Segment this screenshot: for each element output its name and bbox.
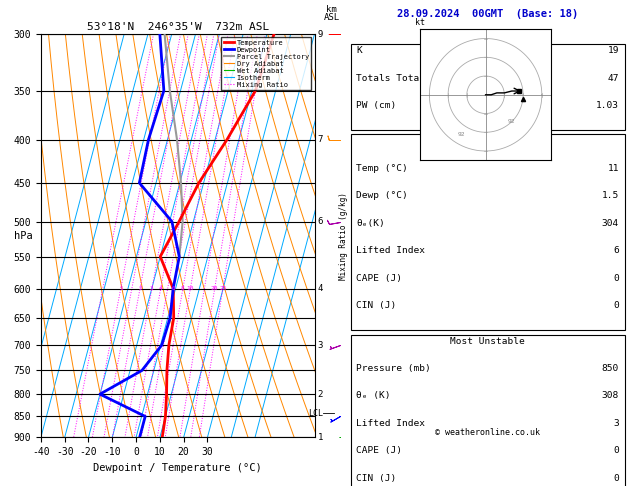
Text: km
ASL: km ASL <box>324 5 340 22</box>
Text: 7: 7 <box>318 135 323 144</box>
Text: Dewp (°C): Dewp (°C) <box>357 191 408 200</box>
Text: CIN (J): CIN (J) <box>357 301 397 310</box>
Text: 850: 850 <box>602 364 619 373</box>
Text: Lifted Index: Lifted Index <box>357 419 425 428</box>
Text: PW (cm): PW (cm) <box>357 101 397 110</box>
Text: CIN (J): CIN (J) <box>357 474 397 483</box>
Text: 4: 4 <box>159 286 162 291</box>
Bar <box>351 44 625 130</box>
Text: © weatheronline.co.uk: © weatheronline.co.uk <box>435 428 540 437</box>
Text: Mixing Ratio (g/kg): Mixing Ratio (g/kg) <box>340 192 348 279</box>
Text: 20: 20 <box>211 286 218 291</box>
Text: θₑ(K): θₑ(K) <box>357 219 385 228</box>
Text: 0: 0 <box>613 446 619 455</box>
Text: 25: 25 <box>219 286 226 291</box>
Text: 19: 19 <box>608 46 619 55</box>
Text: 1.03: 1.03 <box>596 101 619 110</box>
Text: Pressure (mb): Pressure (mb) <box>357 364 431 373</box>
Text: 92: 92 <box>457 132 465 137</box>
Text: 10: 10 <box>187 286 194 291</box>
Text: 8: 8 <box>181 286 185 291</box>
Text: 0: 0 <box>613 301 619 310</box>
Bar <box>351 334 625 486</box>
Text: 3: 3 <box>150 286 153 291</box>
Text: 0: 0 <box>613 274 619 283</box>
Text: 2: 2 <box>138 286 142 291</box>
Text: 0: 0 <box>613 474 619 483</box>
Text: 304: 304 <box>602 219 619 228</box>
Text: 1: 1 <box>318 433 323 442</box>
Text: CAPE (J): CAPE (J) <box>357 446 403 455</box>
Text: 47: 47 <box>608 73 619 83</box>
Text: 3: 3 <box>613 419 619 428</box>
Text: 4: 4 <box>318 284 323 293</box>
Text: 2: 2 <box>318 390 323 399</box>
Text: K: K <box>357 46 362 55</box>
Text: 92: 92 <box>508 119 516 124</box>
Text: Surface: Surface <box>468 137 508 145</box>
Text: Totals Totals: Totals Totals <box>357 73 431 83</box>
Text: θₑ (K): θₑ (K) <box>357 391 391 400</box>
Title: 53°18'N  246°35'W  732m ASL: 53°18'N 246°35'W 732m ASL <box>87 22 269 32</box>
Text: Most Unstable: Most Unstable <box>450 337 525 346</box>
Text: 6: 6 <box>318 217 323 226</box>
Text: 6: 6 <box>172 286 175 291</box>
Text: LCL: LCL <box>308 409 323 418</box>
Legend: Temperature, Dewpoint, Parcel Trajectory, Dry Adiabat, Wet Adiabat, Isotherm, Mi: Temperature, Dewpoint, Parcel Trajectory… <box>221 37 311 90</box>
Text: hPa: hPa <box>14 231 33 241</box>
Text: 6: 6 <box>613 246 619 255</box>
Text: CAPE (J): CAPE (J) <box>357 274 403 283</box>
Text: 3: 3 <box>318 341 323 349</box>
Bar <box>351 135 625 330</box>
X-axis label: Dewpoint / Temperature (°C): Dewpoint / Temperature (°C) <box>93 463 262 473</box>
Text: kt: kt <box>415 17 425 27</box>
Text: Temp (°C): Temp (°C) <box>357 164 408 173</box>
Text: 1.5: 1.5 <box>602 191 619 200</box>
Text: 308: 308 <box>602 391 619 400</box>
Text: 11: 11 <box>608 164 619 173</box>
Text: 1: 1 <box>119 286 123 291</box>
Text: 28.09.2024  00GMT  (Base: 18): 28.09.2024 00GMT (Base: 18) <box>397 9 578 19</box>
Text: 9: 9 <box>318 30 323 38</box>
Text: Lifted Index: Lifted Index <box>357 246 425 255</box>
